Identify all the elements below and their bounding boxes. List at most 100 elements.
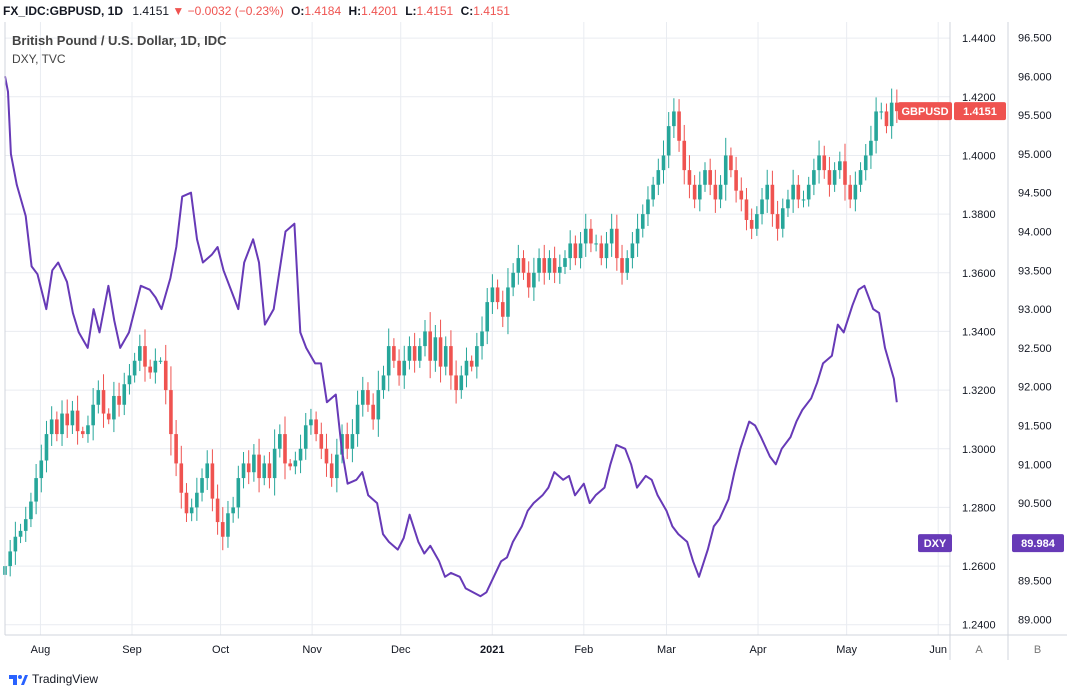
candle: [23, 506, 28, 542]
candle: [708, 158, 712, 196]
dxy-price-tag: 89.984: [1012, 534, 1064, 553]
candle: [13, 521, 18, 565]
candle: [241, 451, 246, 489]
candle: [288, 459, 292, 471]
right-axis-tick-label: 94.500: [1018, 188, 1052, 200]
candle: [86, 415, 90, 443]
candle: [158, 357, 163, 364]
tradingview-logo[interactable]: TradingView: [8, 672, 98, 686]
left-axis-tick-label: 1.2400: [962, 620, 996, 632]
svg-text:89.984: 89.984: [1021, 538, 1056, 550]
candle: [843, 143, 847, 201]
symbol-header: FX_IDC:GBPUSD, 1D 1.4151 ▼ −0.0032 (−0.2…: [0, 0, 1067, 22]
candle: [360, 376, 365, 417]
candle: [625, 250, 630, 280]
left-axis-tick-label: 1.3600: [962, 268, 996, 280]
overlay-series-legend[interactable]: DXY, TVC: [12, 52, 66, 66]
x-tick-label: Oct: [212, 644, 229, 656]
candle: [65, 399, 70, 438]
candle: [874, 97, 878, 154]
candle: [122, 372, 127, 416]
candle: [677, 99, 681, 152]
candle: [552, 246, 557, 284]
x-tick-label: Nov: [302, 644, 322, 656]
candle: [314, 411, 318, 442]
candle: [418, 338, 422, 368]
candle: [895, 89, 899, 123]
candle: [459, 365, 464, 399]
x-tick-label: Sep: [122, 644, 142, 656]
right-axis-tick-label: 95.000: [1018, 149, 1052, 161]
candle: [215, 484, 220, 535]
candle: [765, 169, 770, 213]
candle: [278, 424, 282, 458]
candle: [770, 170, 775, 227]
candle: [729, 147, 733, 178]
candle: [490, 274, 495, 314]
x-tick-label: May: [836, 644, 857, 656]
candle: [853, 171, 858, 212]
candle: [438, 319, 443, 383]
candle: [832, 162, 837, 192]
candle: [791, 169, 795, 213]
candle: [309, 408, 313, 435]
candle: [542, 244, 547, 285]
right-axis-tick-label: 91.000: [1018, 459, 1052, 471]
tradingview-brand: TradingView: [32, 672, 99, 686]
dxy-line: [4, 76, 898, 598]
candle: [60, 400, 64, 446]
candle: [355, 390, 360, 447]
candle: [563, 250, 567, 275]
candle: [869, 125, 873, 169]
candle: [371, 393, 375, 430]
gbpusd-candles: [3, 88, 899, 581]
dxy-name-tag: DXY: [918, 534, 952, 553]
left-axis-tick-label: 1.3200: [962, 385, 996, 397]
candle: [402, 345, 407, 389]
candle: [220, 507, 225, 551]
candle: [755, 206, 759, 236]
left-axis-tick-label: 1.3000: [962, 444, 996, 456]
candle: [200, 468, 204, 502]
candle: [412, 332, 417, 373]
candle: [293, 451, 298, 475]
candle: [672, 98, 676, 139]
candle: [537, 248, 541, 282]
candle: [889, 88, 894, 139]
main-series-legend[interactable]: British Pound / U.S. Dollar, 1D, IDC: [12, 33, 227, 48]
candle: [91, 388, 95, 441]
price-chart[interactable]: Aug Sep Oct Nov Dec 2021 Feb Mar Apr May Jun 1.4400…: [0, 22, 1067, 662]
right-axis-tick-label: 96.500: [1018, 33, 1052, 45]
candle: [101, 374, 106, 428]
candle: [666, 112, 671, 169]
candle: [257, 438, 261, 493]
symbol-title[interactable]: FX_IDC:GBPUSD, 1D: [3, 4, 124, 18]
x-tick-label: Dec: [391, 644, 411, 656]
candle: [236, 465, 241, 519]
candle: [106, 408, 111, 425]
candle: [329, 453, 334, 487]
candle: [117, 382, 121, 417]
candle: [817, 140, 821, 184]
candle: [858, 162, 863, 192]
candle: [433, 324, 438, 372]
candle: [558, 254, 562, 284]
right-axis-tick-label: 95.500: [1018, 110, 1052, 122]
candle: [96, 380, 101, 414]
candle: [179, 445, 184, 509]
candle: [599, 235, 604, 266]
candle: [148, 359, 152, 379]
candle: [298, 434, 303, 474]
right-axis-tick-label: 96.000: [1018, 71, 1052, 83]
candle: [127, 363, 132, 395]
candle: [324, 433, 329, 477]
candle: [18, 523, 23, 544]
candle: [392, 338, 396, 368]
candle: [226, 500, 230, 548]
candle: [604, 232, 609, 269]
candle: [39, 444, 44, 493]
candle: [469, 355, 474, 372]
right-axis-tick-label: 89.000: [1018, 614, 1052, 626]
candle: [630, 232, 635, 269]
candle: [879, 102, 884, 120]
